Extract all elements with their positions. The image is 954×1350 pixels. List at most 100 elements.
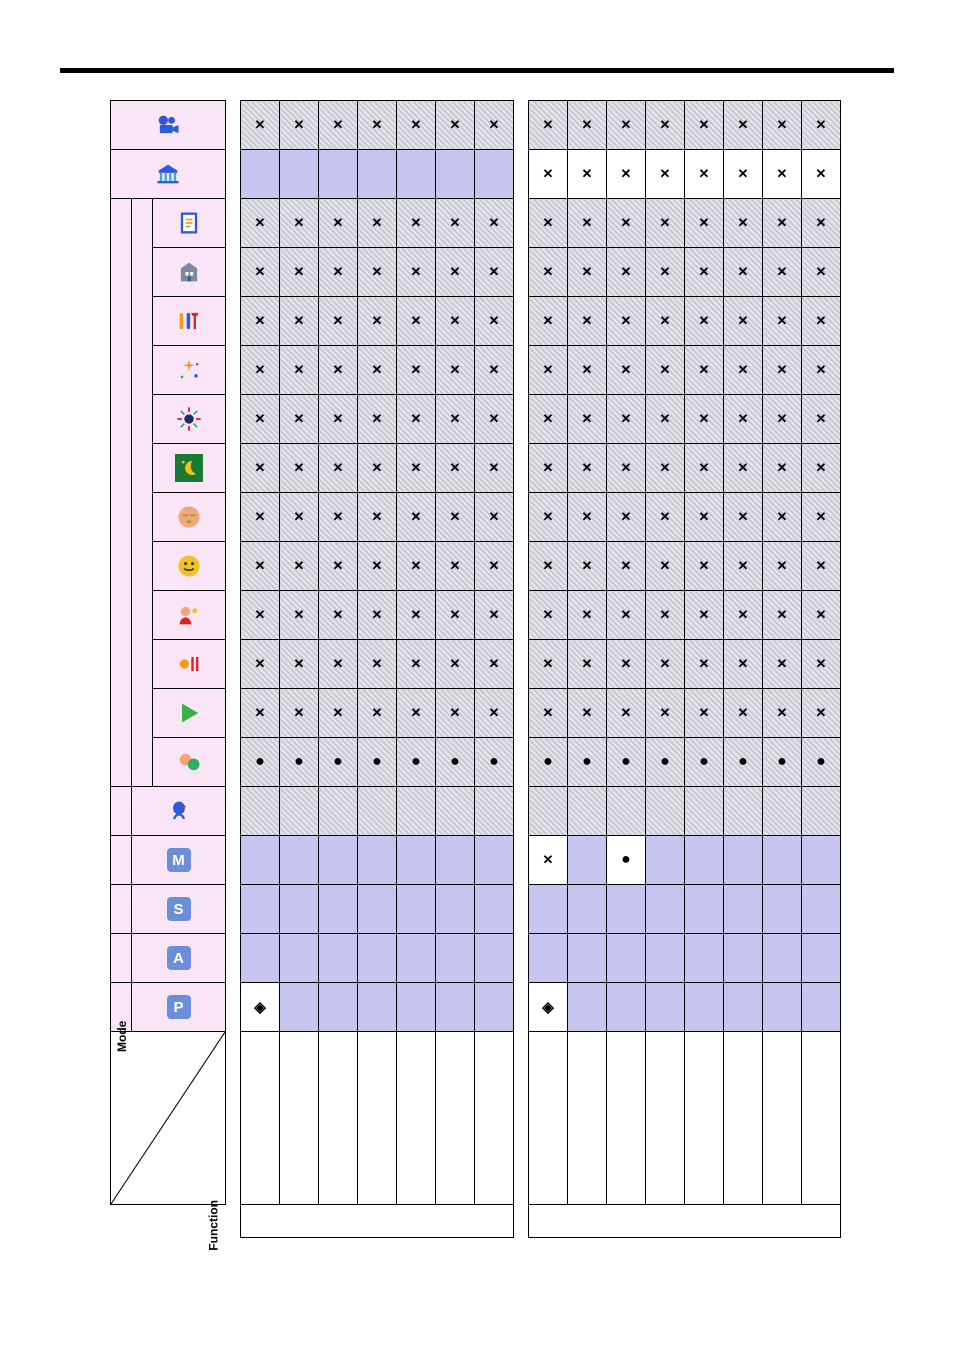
- cell-r10-movie: ✕: [607, 101, 646, 150]
- cell-r10-scn-play: ✕: [607, 689, 646, 738]
- cell-r14-P: [763, 983, 802, 1032]
- cell-r2-scn-smile: ✕: [280, 542, 319, 591]
- cell-r4-scn-building: ✕: [358, 248, 397, 297]
- cell-r4-scn-food: ✕: [358, 297, 397, 346]
- cell-r9-museum: ✕: [568, 150, 607, 199]
- fireworks-icon: [175, 405, 203, 433]
- cell-r10-scn-faceportrait: ●: [607, 738, 646, 787]
- cell-r7-scn-sleep: ✕: [475, 493, 514, 542]
- cell-r5-P: [397, 983, 436, 1032]
- cell-r11-scn-sunburst: ✕: [646, 640, 685, 689]
- cell-r3-movie: ✕: [319, 101, 358, 150]
- sparkle-icon: [175, 356, 203, 384]
- cell-r12-myset: [685, 787, 724, 836]
- cell-r2-A: [280, 934, 319, 983]
- cell-r1-scn-smile: ✕: [241, 542, 280, 591]
- cell-r12-movie: ✕: [685, 101, 724, 150]
- cell-r5-myset: [397, 787, 436, 836]
- mode-header-scn-food: [153, 297, 226, 346]
- mode-header-scn-document: [153, 199, 226, 248]
- cell-r6-scn-play: ✕: [436, 689, 475, 738]
- cell-r14-scn-play: ✕: [763, 689, 802, 738]
- cell-r8-scn-moonstar: ✕: [529, 444, 568, 493]
- cell-r6-museum: [436, 150, 475, 199]
- cell-r10-scn-fireworks: ✕: [607, 395, 646, 444]
- play-triangle-icon: [175, 699, 203, 727]
- cell-r12-scn-document: ✕: [685, 199, 724, 248]
- cell-r13-scn-food: ✕: [724, 297, 763, 346]
- cell-r12-S: [685, 885, 724, 934]
- cell-r5-S: [397, 885, 436, 934]
- function-header-r1: [241, 1032, 280, 1205]
- cell-r10-S: [607, 885, 646, 934]
- cell-r4-scn-fireworks: ✕: [358, 395, 397, 444]
- mode-header-scn-fireworks: [153, 395, 226, 444]
- cell-r1-scn-moonstar: ✕: [241, 444, 280, 493]
- cell-r5-scn-play: ✕: [397, 689, 436, 738]
- cell-r6-S: [436, 885, 475, 934]
- cell-r8-scn-fireworks: ✕: [529, 395, 568, 444]
- cell-r13-scn-nightscene: ✕: [724, 591, 763, 640]
- function-header-r9: [568, 1032, 607, 1205]
- cell-r2-scn-play: ✕: [280, 689, 319, 738]
- moon-star-icon: [175, 454, 203, 482]
- cell-r14-scn-building: ✕: [763, 248, 802, 297]
- cell-r6-scn-fireworks: ✕: [436, 395, 475, 444]
- cell-r1-scn-faceportrait: ●: [241, 738, 280, 787]
- function-label: Function: [207, 1200, 221, 1251]
- cell-r2-museum: [280, 150, 319, 199]
- cell-r15-scn-fireworks: ✕: [802, 395, 841, 444]
- cell-r5-museum: [397, 150, 436, 199]
- cell-r9-scn-fireworks: ✕: [568, 395, 607, 444]
- cell-r3-P: [319, 983, 358, 1032]
- cell-r2-M: [280, 836, 319, 885]
- cell-r9-scn-smile: ✕: [568, 542, 607, 591]
- cell-r7-scn-document: ✕: [475, 199, 514, 248]
- cell-r10-scn-sleep: ✕: [607, 493, 646, 542]
- cell-r14-A: [763, 934, 802, 983]
- cell-r11-scn-play: ✕: [646, 689, 685, 738]
- function-header-r3: [319, 1032, 358, 1205]
- mode-header-myset: [132, 787, 226, 836]
- cell-r2-scn-sunburst: ✕: [280, 640, 319, 689]
- cell-r5-scn-sleep: ✕: [397, 493, 436, 542]
- cell-r1-scn-sparkle: ✕: [241, 346, 280, 395]
- cell-r10-scn-nightscene: ✕: [607, 591, 646, 640]
- cell-r2-scn-faceportrait: ●: [280, 738, 319, 787]
- mode-header-scn-building: [153, 248, 226, 297]
- cell-r7-scn-sunburst: ✕: [475, 640, 514, 689]
- cell-r15-scn-building: ✕: [802, 248, 841, 297]
- cell-r6-scn-sleep: ✕: [436, 493, 475, 542]
- cell-r12-scn-faceportrait: ●: [685, 738, 724, 787]
- cell-r9-A: [568, 934, 607, 983]
- cell-r10-scn-sunburst: ✕: [607, 640, 646, 689]
- cell-r1-scn-food: ✕: [241, 297, 280, 346]
- cell-r15-scn-nightscene: ✕: [802, 591, 841, 640]
- cell-r1-scn-document: ✕: [241, 199, 280, 248]
- cell-r3-scn-nightscene: ✕: [319, 591, 358, 640]
- cell-r5-scn-sparkle: ✕: [397, 346, 436, 395]
- cell-r3-scn-sleep: ✕: [319, 493, 358, 542]
- cell-r15-S: [802, 885, 841, 934]
- cell-r14-M: [763, 836, 802, 885]
- cell-r3-M: [319, 836, 358, 885]
- cell-r4-movie: ✕: [358, 101, 397, 150]
- cell-r8-scn-sunburst: ✕: [529, 640, 568, 689]
- cell-r8-scn-building: ✕: [529, 248, 568, 297]
- cell-r3-scn-play: ✕: [319, 689, 358, 738]
- cell-r13-scn-document: ✕: [724, 199, 763, 248]
- cell-r6-movie: ✕: [436, 101, 475, 150]
- cell-r3-scn-fireworks: ✕: [319, 395, 358, 444]
- cell-r9-scn-play: ✕: [568, 689, 607, 738]
- cell-r14-S: [763, 885, 802, 934]
- cell-r8-myset: [529, 787, 568, 836]
- cell-r15-movie: ✕: [802, 101, 841, 150]
- cell-r11-scn-building: ✕: [646, 248, 685, 297]
- cell-r6-scn-sparkle: ✕: [436, 346, 475, 395]
- cell-r2-scn-nightscene: ✕: [280, 591, 319, 640]
- function-header-r4: [358, 1032, 397, 1205]
- cell-r5-M: [397, 836, 436, 885]
- cell-r14-scn-nightscene: ✕: [763, 591, 802, 640]
- data-group-func-group-b: ✕✕✕✕✕✕✕✕✕✕✕✕✕✕✕✕✕✕✕✕✕✕✕✕✕✕✕✕✕✕✕✕✕✕✕✕✕✕✕✕…: [528, 100, 841, 1238]
- cell-r5-scn-building: ✕: [397, 248, 436, 297]
